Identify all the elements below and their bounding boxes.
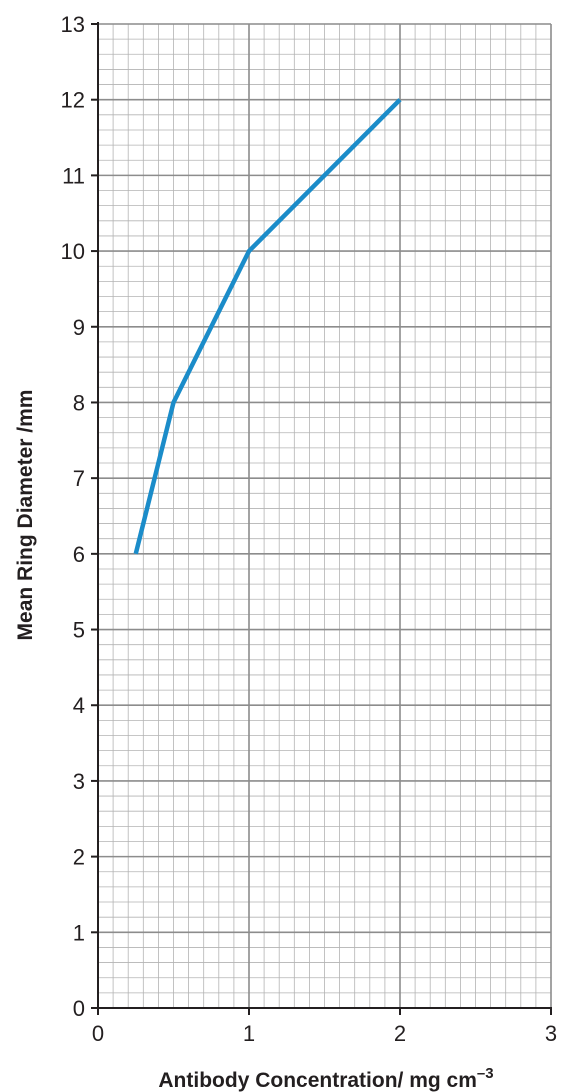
y-tick-label: 9 — [73, 315, 85, 340]
y-tick-label: 11 — [62, 163, 85, 188]
y-tick-label: 7 — [73, 466, 85, 491]
y-tick-label: 6 — [73, 542, 85, 567]
axes — [91, 22, 552, 1015]
x-axis-title: Antibody Concentration/ mg cm–3 — [158, 1065, 493, 1092]
y-tick-label: 12 — [61, 88, 85, 113]
x-tick-label: 3 — [545, 1021, 557, 1046]
y-tick-label: 0 — [73, 996, 85, 1021]
minor-grid — [98, 24, 551, 1008]
x-axis-title-text: Antibody Concentration/ mg cm — [158, 1069, 477, 1092]
y-tick-label: 4 — [73, 693, 85, 718]
x-axis-title-superscript: –3 — [477, 1065, 494, 1082]
x-tick-label: 2 — [394, 1021, 406, 1046]
y-tick-label: 13 — [61, 12, 85, 37]
series-line — [133, 98, 402, 555]
y-tick-label: 2 — [73, 845, 85, 870]
y-axis-title: Mean Ring Diameter /mm — [14, 390, 37, 641]
y-tick-label: 10 — [61, 239, 85, 264]
series-layer — [133, 98, 402, 555]
y-tick-label: 1 — [73, 920, 85, 945]
y-tick-label: 3 — [73, 769, 85, 794]
x-tick-label: 0 — [92, 1021, 104, 1046]
y-tick-label: 5 — [73, 618, 85, 643]
y-tick-label: 8 — [73, 390, 85, 415]
x-tick-label: 1 — [243, 1021, 255, 1046]
